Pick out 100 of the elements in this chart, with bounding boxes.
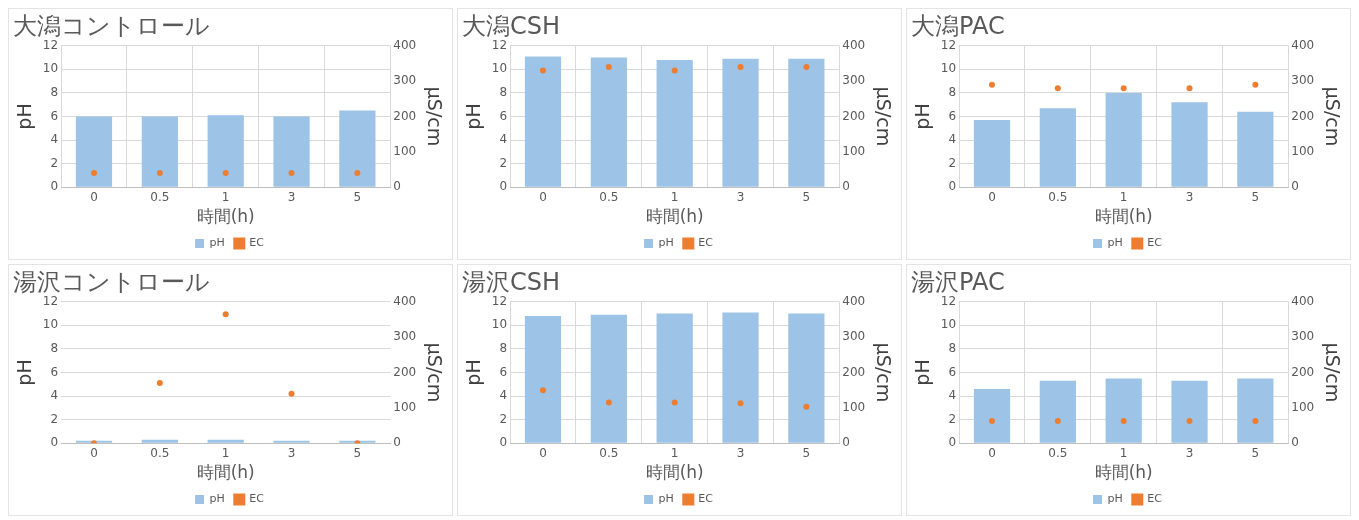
y2-tick-label: 200: [1291, 364, 1315, 379]
y2-tick-label: 300: [393, 329, 417, 344]
y2-tick-label: 100: [842, 399, 866, 414]
bar: [75, 116, 113, 187]
y-tick-label: 10: [491, 317, 508, 332]
point: [803, 403, 810, 410]
x-axis-title: 時間(h): [645, 462, 704, 483]
x-axis-title: 時間(h): [196, 206, 255, 227]
y-axis-title: pH: [911, 359, 934, 386]
x-tick-label: 5: [1251, 189, 1260, 204]
y-tick-label: 2: [50, 155, 59, 170]
y-tick-label: 6: [499, 108, 508, 123]
y2-tick-label: 100: [393, 143, 417, 158]
y-tick-label: 0: [948, 435, 957, 450]
y-tick-label: 4: [948, 388, 957, 403]
legend-label: EC: [698, 236, 714, 250]
y-tick-label: 0: [499, 435, 508, 450]
bar: [207, 115, 244, 187]
x-tick-label: 0: [90, 189, 98, 204]
y-tick-label: 8: [948, 341, 957, 356]
point: [222, 311, 229, 318]
x-tick-label: 3: [736, 189, 745, 204]
y2-tick-label: 400: [393, 37, 417, 52]
y-tick-label: 0: [948, 179, 957, 194]
y-tick-label: 12: [940, 293, 957, 308]
chart-title: 大潟コントロール: [13, 11, 210, 40]
point: [605, 399, 612, 406]
y-tick-label: 2: [499, 155, 508, 170]
y2-tick-label: 200: [842, 364, 866, 379]
legend-label: pH: [658, 492, 674, 506]
y2-tick-label: 0: [1291, 179, 1299, 194]
bar: [1105, 92, 1142, 187]
x-tick-label: 0.5: [1048, 189, 1068, 204]
chart-title: 湯沢CSH: [462, 267, 561, 296]
y-tick-label: 8: [948, 85, 957, 100]
y-tick-label: 6: [50, 108, 59, 123]
y2-tick-label: 100: [842, 143, 866, 158]
y-tick-label: 4: [50, 388, 59, 403]
x-tick-label: 5: [353, 445, 362, 460]
legend-label: EC: [249, 236, 265, 250]
y-axis-title: pH: [13, 359, 36, 386]
chart-title: 大潟CSH: [462, 11, 561, 40]
bar: [1039, 108, 1076, 187]
bar: [339, 110, 376, 187]
y2-tick-label: 0: [842, 179, 850, 194]
x-tick-label: 0.5: [599, 445, 619, 460]
legend-label: EC: [1147, 492, 1163, 506]
y2-axis-title: µS/cm: [423, 342, 446, 403]
point: [737, 400, 744, 407]
y-tick-label: 12: [491, 37, 508, 52]
x-tick-label: 0: [988, 445, 996, 460]
y-tick-label: 10: [491, 61, 508, 76]
x-tick-label: 0.5: [150, 445, 170, 460]
x-tick-label: 0: [539, 445, 547, 460]
x-tick-label: 0.5: [1048, 445, 1068, 460]
y-tick-label: 12: [42, 293, 59, 308]
point: [156, 380, 163, 387]
x-tick-label: 0: [539, 189, 547, 204]
x-tick-label: 3: [736, 445, 745, 460]
legend-label: pH: [1107, 236, 1123, 250]
y-tick-label: 6: [948, 364, 957, 379]
y-tick-label: 12: [940, 37, 957, 52]
x-tick-label: 1: [670, 189, 679, 204]
y2-tick-label: 100: [1291, 399, 1315, 414]
x-tick-label: 5: [802, 189, 811, 204]
y2-tick-label: 0: [1291, 435, 1299, 450]
y-tick-label: 10: [42, 61, 59, 76]
x-tick-label: 0.5: [150, 189, 170, 204]
x-axis-title: 時間(h): [1094, 462, 1153, 483]
y2-axis-title: µS/cm: [423, 86, 446, 147]
legend-label: EC: [249, 492, 265, 506]
y2-tick-label: 300: [842, 329, 866, 344]
x-axis-title: 時間(h): [196, 462, 255, 483]
y2-tick-label: 400: [1291, 37, 1315, 52]
y-tick-label: 8: [50, 341, 59, 356]
y2-tick-label: 200: [842, 108, 866, 123]
y-tick-label: 10: [940, 61, 957, 76]
x-axis-title: 時間(h): [645, 206, 704, 227]
y2-axis-title: µS/cm: [1321, 86, 1344, 147]
y2-tick-label: 400: [1291, 293, 1315, 308]
y-tick-label: 2: [948, 411, 957, 426]
point: [288, 390, 295, 397]
y-tick-label: 10: [42, 317, 59, 332]
y2-tick-label: 300: [393, 73, 417, 88]
chart-title: 湯沢コントロール: [13, 267, 210, 296]
x-tick-label: 5: [353, 189, 362, 204]
y2-tick-label: 200: [1291, 108, 1315, 123]
y-tick-label: 0: [50, 435, 59, 450]
point: [671, 399, 678, 406]
legend-label: EC: [1147, 236, 1163, 250]
y2-tick-label: 0: [393, 179, 401, 194]
y-tick-label: 4: [499, 132, 508, 147]
y2-axis-title: µS/cm: [872, 86, 895, 147]
x-tick-label: 0.5: [599, 189, 619, 204]
y-tick-label: 4: [499, 388, 508, 403]
legend-label: pH: [1107, 492, 1123, 506]
y2-tick-label: 300: [1291, 73, 1315, 88]
x-tick-label: 0: [988, 189, 996, 204]
y-tick-label: 2: [499, 411, 508, 426]
y-axis-title: pH: [911, 103, 934, 130]
